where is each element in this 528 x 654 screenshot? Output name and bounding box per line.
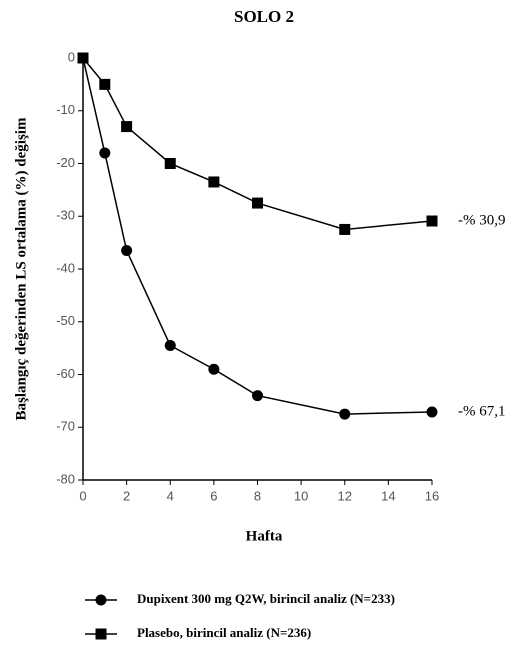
data-point bbox=[426, 215, 438, 227]
y-axis-label: Başlangıç değerinden LS ortalama (%) değ… bbox=[13, 117, 29, 420]
data-label: -% 30,9 bbox=[458, 212, 506, 228]
x-tick-label: 12 bbox=[338, 488, 352, 503]
x-tick-label: 0 bbox=[79, 488, 86, 503]
data-point bbox=[99, 147, 111, 159]
legend-marker bbox=[95, 628, 107, 640]
y-tick-label: -60 bbox=[56, 366, 75, 381]
data-point bbox=[164, 158, 176, 169]
legend-marker bbox=[95, 594, 107, 606]
x-tick-label: 8 bbox=[254, 488, 261, 503]
y-tick-label: 0 bbox=[68, 49, 75, 64]
series-line bbox=[82, 57, 433, 415]
legend-label: Plasebo, birincil analiz (N=236) bbox=[137, 625, 311, 640]
data-point bbox=[426, 406, 438, 418]
data-point bbox=[99, 78, 111, 90]
x-tick-label: 16 bbox=[425, 488, 439, 503]
data-point bbox=[339, 408, 351, 420]
y-tick-label: -80 bbox=[56, 471, 75, 486]
y-tick-label: -10 bbox=[56, 102, 75, 117]
data-point bbox=[121, 245, 133, 257]
y-tick-label: -20 bbox=[56, 155, 75, 170]
y-tick-label: -40 bbox=[56, 260, 75, 275]
data-point bbox=[121, 121, 133, 133]
x-tick-label: 14 bbox=[381, 488, 395, 503]
data-point bbox=[208, 176, 220, 188]
x-axis-label: Hafta bbox=[246, 528, 283, 544]
y-tick-label: -30 bbox=[56, 208, 75, 223]
legend-label: Dupixent 300 mg Q2W, birincil analiz (N=… bbox=[137, 591, 395, 606]
series-line bbox=[82, 57, 433, 231]
data-label: -% 67,1 bbox=[458, 403, 506, 419]
data-point bbox=[252, 390, 263, 402]
x-tick-label: 4 bbox=[167, 488, 174, 503]
chart-title: SOLO 2 bbox=[234, 7, 294, 26]
data-point bbox=[339, 223, 351, 235]
data-point bbox=[77, 52, 89, 64]
x-tick-label: 2 bbox=[123, 488, 130, 503]
data-point bbox=[164, 339, 176, 351]
data-point bbox=[252, 197, 263, 209]
x-tick-label: 6 bbox=[210, 488, 217, 503]
y-tick-label: -70 bbox=[56, 419, 75, 434]
data-point bbox=[208, 363, 220, 375]
y-tick-label: -50 bbox=[56, 313, 75, 328]
x-tick-label: 10 bbox=[294, 488, 308, 503]
